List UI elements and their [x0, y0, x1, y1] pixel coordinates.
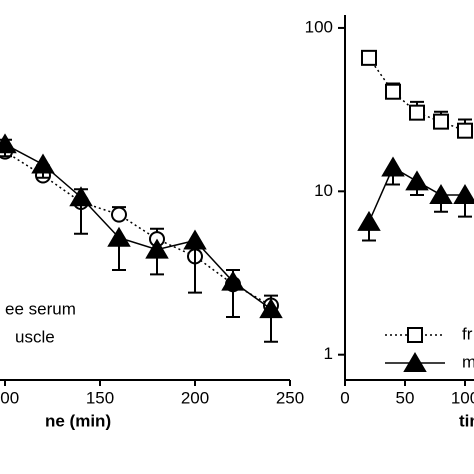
marker: [221, 270, 245, 291]
marker: [405, 170, 429, 191]
marker: [69, 186, 93, 207]
x-tick-label: 50: [396, 388, 415, 407]
legend-label: m: [462, 352, 474, 371]
marker: [409, 104, 425, 121]
marker: [107, 226, 131, 247]
marker: [0, 133, 17, 154]
legend-label: ee serum: [5, 299, 76, 318]
marker: [145, 238, 169, 259]
x-tick-label: 200: [181, 388, 209, 407]
marker: [183, 229, 207, 250]
legend-marker: [407, 327, 423, 343]
x-tick-label: 250: [276, 388, 304, 407]
marker: [111, 206, 127, 223]
x-tick-label: 0: [340, 388, 349, 407]
marker: [31, 153, 55, 174]
legend-label: fr: [462, 324, 473, 343]
marker: [357, 210, 381, 231]
y-tick-label: 100: [305, 17, 333, 36]
y-tick-label: 1: [324, 344, 333, 363]
x-axis-label: tim: [459, 411, 474, 430]
marker: [381, 156, 405, 177]
x-tick-label: 100: [0, 388, 19, 407]
x-axis-label: ne (min): [45, 411, 111, 430]
legend-label: uscle: [15, 327, 55, 346]
marker: [453, 183, 474, 204]
marker: [429, 183, 453, 204]
x-tick-label: 150: [86, 388, 114, 407]
marker: [385, 83, 401, 100]
marker: [259, 298, 283, 319]
x-tick-label: 100: [451, 388, 474, 407]
legend-marker: [403, 352, 427, 372]
y-tick-label: 10: [314, 181, 333, 200]
marker: [433, 113, 449, 130]
marker: [361, 49, 377, 66]
marker: [457, 122, 473, 139]
